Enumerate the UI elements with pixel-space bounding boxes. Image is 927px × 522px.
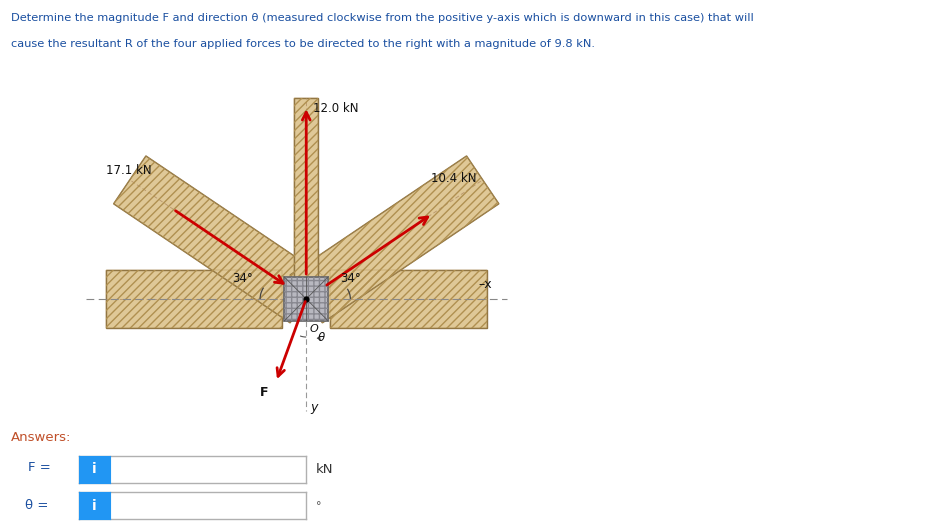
Text: y: y [310, 401, 317, 414]
Text: °: ° [315, 501, 321, 512]
Text: i: i [92, 462, 96, 476]
Text: 17.1 kN: 17.1 kN [106, 164, 151, 177]
Text: O: O [309, 324, 318, 334]
Text: 34°: 34° [232, 272, 252, 285]
Polygon shape [294, 98, 318, 299]
Text: cause the resultant R of the four applied forces to be directed to the right wit: cause the resultant R of the four applie… [11, 39, 594, 49]
Text: θ =: θ = [25, 499, 48, 512]
Polygon shape [290, 156, 499, 323]
Text: –x: –x [478, 278, 492, 291]
Polygon shape [106, 270, 282, 328]
Text: 12.0 kN: 12.0 kN [313, 102, 359, 115]
Text: i: i [92, 499, 96, 513]
Polygon shape [113, 156, 322, 323]
Text: Determine the magnitude F and direction θ (measured clockwise from the positive : Determine the magnitude F and direction … [11, 13, 753, 23]
Text: Answers:: Answers: [11, 431, 71, 444]
Polygon shape [330, 270, 487, 328]
Text: F: F [260, 386, 268, 399]
Polygon shape [284, 277, 328, 321]
Text: kN: kN [315, 464, 333, 476]
Text: F =: F = [28, 461, 51, 473]
Text: 34°: 34° [340, 272, 361, 285]
Text: 10.4 kN: 10.4 kN [430, 172, 476, 185]
Text: θ: θ [317, 330, 324, 343]
